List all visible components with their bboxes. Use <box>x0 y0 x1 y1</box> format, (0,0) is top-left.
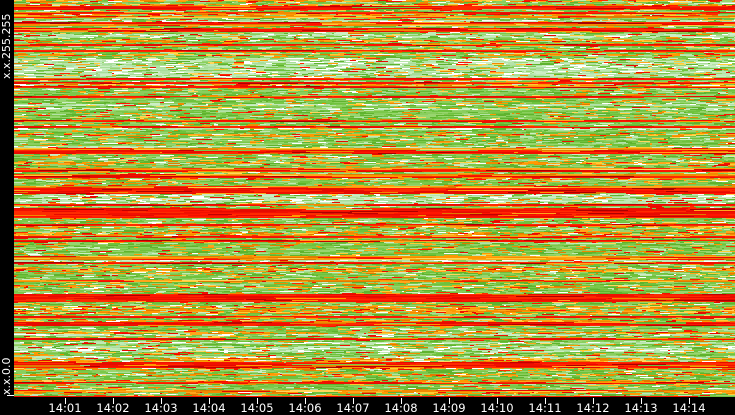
x-axis-tick <box>353 398 354 404</box>
x-axis-tick <box>305 398 306 404</box>
x-axis-tick-label: 14:03 <box>144 401 178 415</box>
x-axis-tick-label: 14:04 <box>192 401 226 415</box>
x-axis-tick-label: 14:08 <box>384 401 418 415</box>
x-axis-tick <box>209 398 210 404</box>
x-axis-tick-label: 14:10 <box>480 401 514 415</box>
traffic-heatmap-canvas <box>14 0 735 397</box>
x-axis-tick <box>593 398 594 404</box>
x-axis-tick-label: 14:01 <box>48 401 82 415</box>
x-axis-tick-label: 14:02 <box>96 401 130 415</box>
y-axis-tick <box>7 395 14 396</box>
x-axis-tick <box>641 398 642 404</box>
x-axis-tick <box>449 398 450 404</box>
y-axis-top-label: x.x.255.255 <box>0 13 13 79</box>
x-axis-tick-label: 14:14 <box>672 401 706 415</box>
y-axis-bottom-label: x.x.0.0 <box>0 357 13 395</box>
x-axis-tick <box>497 398 498 404</box>
x-axis-tick-label: 14:06 <box>288 401 322 415</box>
x-axis-tick <box>689 398 690 404</box>
x-axis-tick <box>401 398 402 404</box>
x-axis-tick-label: 14:12 <box>576 401 610 415</box>
x-axis-tick <box>257 398 258 404</box>
x-axis-tick-label: 14:09 <box>432 401 466 415</box>
x-axis-tick-label: 14:13 <box>624 401 658 415</box>
x-axis-tick <box>161 398 162 404</box>
x-axis-tick <box>65 398 66 404</box>
x-axis-tick-label: 14:07 <box>336 401 370 415</box>
x-axis-tick-label: 14:05 <box>240 401 274 415</box>
x-axis-tick-label: 14:11 <box>528 401 562 415</box>
x-axis-tick <box>545 398 546 404</box>
y-axis: x.x.255.255 x.x.0.0 <box>0 0 14 397</box>
x-axis: 14:01 14:02 14:03 14:04 14:05 14:06 14:07 14:08… <box>0 397 735 415</box>
x-axis-tick <box>113 398 114 404</box>
